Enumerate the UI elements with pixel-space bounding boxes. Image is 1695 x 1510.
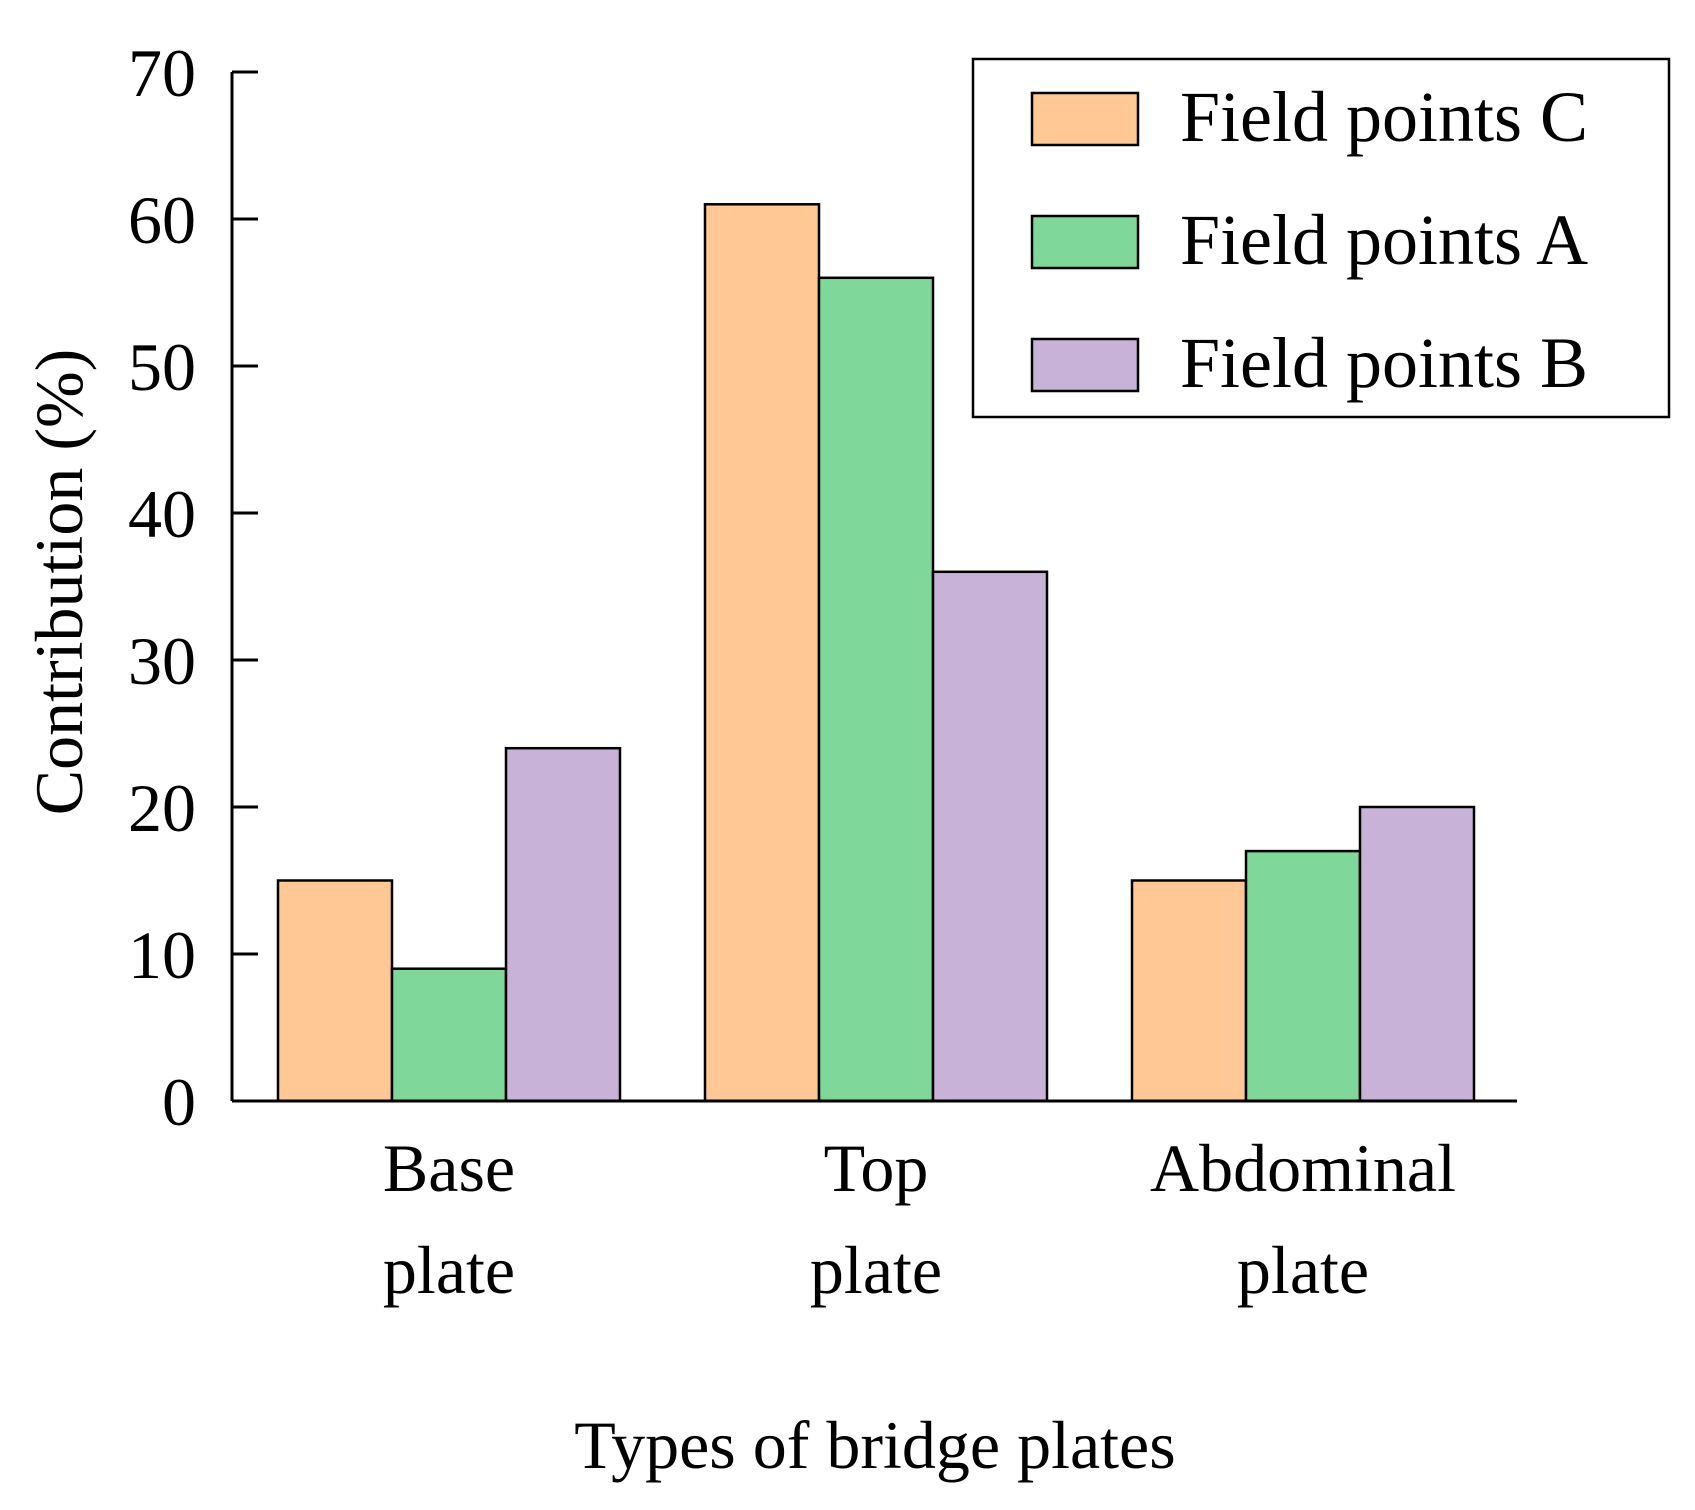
x-tick-label: Abdominal <box>1150 1130 1456 1206</box>
bar-field-points-c-top <box>703 203 821 1103</box>
bar-field-points-a-top <box>817 276 935 1103</box>
legend-swatch <box>1030 337 1140 393</box>
legend-swatch <box>1030 214 1140 270</box>
x-tick-label: plate <box>1237 1232 1369 1308</box>
legend-label: Field points A <box>1180 200 1588 280</box>
y-tick-label: 40 <box>128 476 196 552</box>
x-tick-label: Base <box>383 1130 515 1206</box>
legend-label: Field points C <box>1180 77 1588 157</box>
y-tick-label: 20 <box>128 770 196 846</box>
y-tick-label: 30 <box>128 623 196 699</box>
y-tick-label: 60 <box>128 182 196 258</box>
y-tick-label: 50 <box>128 329 196 405</box>
x-tick-labels: Base plate Top plate Abdominal plate <box>383 1130 1456 1308</box>
legend-label: Field points B <box>1180 323 1588 403</box>
bar-field-points-c-base <box>276 879 394 1103</box>
bar-field-points-c-abdominal <box>1130 879 1248 1103</box>
legend: Field points C Field points A Field points… <box>971 57 1671 419</box>
y-tick-label: 0 <box>162 1064 196 1140</box>
y-tick-label: 70 <box>128 35 196 111</box>
bar-field-points-a-base <box>390 967 508 1103</box>
bar-field-points-b-base <box>504 746 622 1103</box>
axes-group: 0 10 20 30 40 50 60 70 <box>128 35 1517 1140</box>
bar-field-points-b-abdominal <box>1358 805 1476 1103</box>
y-tick-label: 10 <box>128 917 196 993</box>
y-axis-label: Contribution (%) <box>21 349 97 816</box>
x-axis-label: Types of bridge plates <box>574 1407 1175 1483</box>
x-tick-label: plate <box>810 1232 942 1308</box>
bar-field-points-b-top <box>931 570 1049 1103</box>
legend-swatch <box>1030 91 1140 147</box>
x-tick-label: Top <box>824 1130 929 1206</box>
bars-group <box>276 203 1476 1103</box>
bar-field-points-a-abdominal <box>1244 849 1362 1103</box>
x-tick-label: plate <box>383 1232 515 1308</box>
